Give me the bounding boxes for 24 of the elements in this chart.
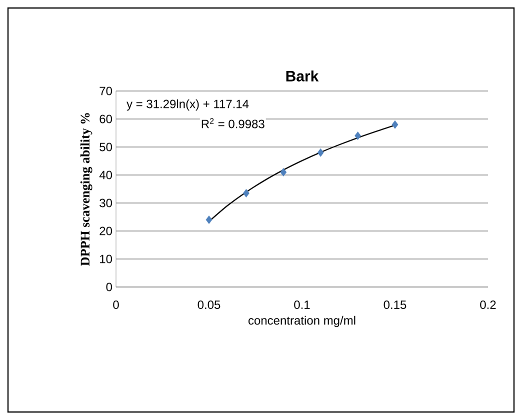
x-tick-label: 0.2 <box>480 300 496 310</box>
point <box>280 168 287 176</box>
chart-title: Bark <box>286 70 319 82</box>
point <box>317 148 324 157</box>
y-tick-label: 40 <box>99 170 112 180</box>
y-tick-label: 30 <box>100 198 112 208</box>
annotation: R$^{2}$ = 0.9983 <box>202 118 264 128</box>
y-tick-label: 0 <box>106 282 112 292</box>
x-tick-label: 0.15 <box>384 300 406 310</box>
y-tick-label: 20 <box>100 226 112 236</box>
point <box>243 188 250 198</box>
annotation: y = 31.29ln(x) + 117.14 <box>126 99 249 111</box>
point <box>392 120 398 129</box>
point <box>354 132 361 140</box>
y-axis-title: DPPH scavenging ability % <box>80 113 92 266</box>
x-tick-label: 0.05 <box>198 300 220 310</box>
y-tick-label: 60 <box>100 114 112 124</box>
x-tick-label: 0 <box>113 300 119 310</box>
y-tick-label: 50 <box>100 142 112 152</box>
y-tick-label: 10 <box>100 254 112 264</box>
point <box>206 216 212 224</box>
y-tick-label: 70 <box>100 86 112 96</box>
x-axis-title: concentration mg/ml <box>248 316 356 328</box>
x-tick-label: 0.1 <box>294 300 310 310</box>
